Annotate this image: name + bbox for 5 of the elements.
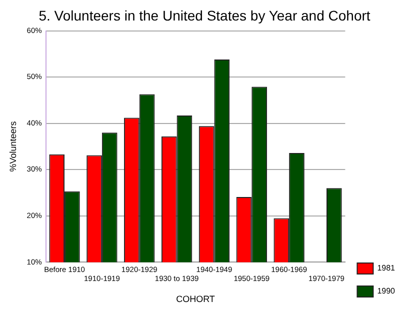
legend-label: 1981	[377, 264, 396, 273]
y-axis-title: %Volunteers	[8, 120, 18, 172]
legend-label: 1990	[377, 286, 396, 296]
x-axis-title: COHORT	[176, 294, 216, 304]
chart-title: 5. Volunteers in the United States by Year and Cohort	[38, 7, 370, 24]
